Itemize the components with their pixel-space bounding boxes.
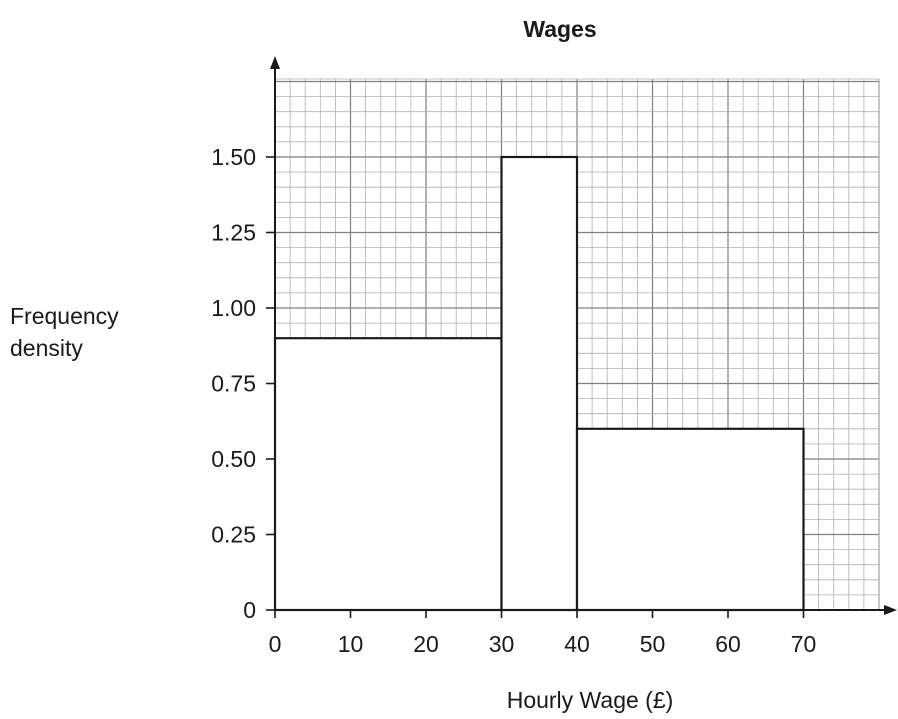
histogram-bar-3 xyxy=(577,429,804,610)
y-tick-label: 0.75 xyxy=(211,371,256,397)
x-tick-label: 0 xyxy=(269,631,282,657)
y-tick-label: 0 xyxy=(243,597,256,623)
x-tick-label: 10 xyxy=(338,631,364,657)
y-axis-arrow-icon xyxy=(270,56,280,69)
x-tick-label: 20 xyxy=(413,631,439,657)
histogram-bar-1 xyxy=(275,338,502,610)
y-tick-label: 1.00 xyxy=(211,295,256,321)
x-tick-label: 30 xyxy=(489,631,515,657)
y-tick-label: 0.50 xyxy=(211,446,256,472)
histogram-bar-2 xyxy=(502,157,578,610)
y-tick-label: 1.25 xyxy=(211,220,256,246)
y-tick-label: 0.25 xyxy=(211,522,256,548)
x-tick-label: 40 xyxy=(564,631,590,657)
x-tick-label: 70 xyxy=(791,631,817,657)
x-tick-label: 50 xyxy=(640,631,666,657)
x-tick-label: 60 xyxy=(715,631,741,657)
x-axis-arrow-icon xyxy=(884,605,897,615)
y-tick-label: 1.50 xyxy=(211,144,256,170)
